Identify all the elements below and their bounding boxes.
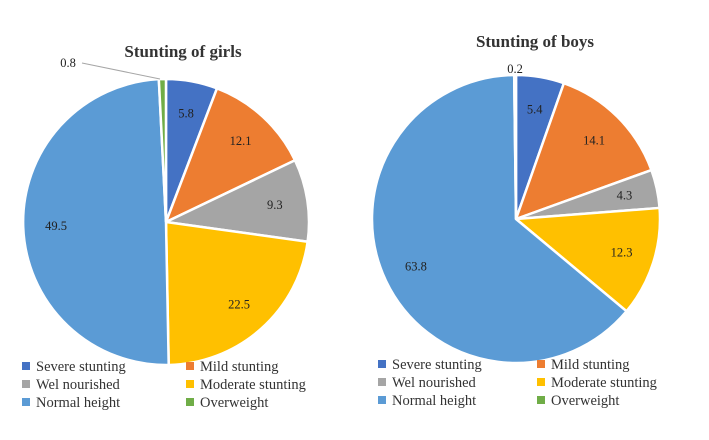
boys-data-label-moderate-stunting: 12.3	[611, 246, 633, 260]
boys-legend-label-overweight: Overweight	[551, 393, 619, 409]
girls-legend-swatch-overweight	[186, 398, 194, 406]
boys-legend-label-severe-stunting: Severe stunting	[392, 357, 482, 373]
boys-chart-title: Stunting of boys	[476, 32, 594, 51]
girls-slice-mild-stunting	[163, 86, 297, 225]
girls-data-label-severe-stunting: 5.8	[178, 107, 194, 121]
boys-slice-mild-stunting	[513, 81, 654, 222]
boys-legend-swatch-moderate-stunting	[537, 378, 545, 386]
girls-leader-line	[81, 62, 161, 80]
girls-pie-slices	[21, 77, 311, 367]
boys-legend-swatch-overweight	[537, 396, 545, 404]
girls-slice-normal-height	[21, 77, 170, 367]
girls-legend-swatch-wel-nourished	[22, 380, 30, 388]
boys-legend-label-wel-nourished: Wel nourished	[392, 375, 477, 391]
girls-pie-chart: Stunting of girls 5.812.19.322.549.50.8 …	[21, 42, 311, 411]
boys-data-label-severe-stunting: 5.4	[527, 103, 543, 117]
boys-data-label-normal-height: 63.8	[405, 260, 427, 274]
girls-legend-swatch-severe-stunting	[22, 362, 30, 370]
girls-data-label-mild-stunting: 12.1	[230, 134, 252, 148]
girls-legend: Severe stunting Mild stunting Wel nourishe…	[22, 359, 306, 411]
boys-slice-overweight	[512, 73, 518, 220]
boys-legend-swatch-mild-stunting	[537, 360, 545, 368]
girls-slice-moderate-stunting	[164, 220, 310, 367]
boys-data-label-mild-stunting: 14.1	[583, 133, 605, 147]
boys-slice-normal-height	[370, 73, 629, 365]
boys-legend-label-mild-stunting: Mild stunting	[551, 357, 630, 373]
girls-data-label-normal-height: 49.5	[45, 219, 67, 233]
boys-legend-label-normal-height: Normal height	[392, 393, 476, 409]
boys-legend-label-moderate-stunting: Moderate stunting	[551, 375, 657, 391]
girls-legend-label-wel-nourished: Wel nourished	[36, 377, 121, 393]
girls-slice-wel-nourished	[161, 158, 311, 244]
girls-legend-swatch-normal-height	[22, 398, 30, 406]
boys-data-labels: 5.4 14.1 4.3 12.3 63.8 0.2	[405, 62, 633, 274]
boys-legend-swatch-normal-height	[378, 396, 386, 404]
boys-pie-chart: Stunting of boys 5.4 14.1 4.3 12.3 63.8 0.2 S…	[370, 32, 662, 409]
girls-legend-swatch-mild-stunting	[186, 362, 194, 370]
boys-pie-slices	[370, 73, 662, 365]
girls-chart-title: Stunting of girls	[124, 42, 242, 61]
girls-data-label-overweight: 0.8	[60, 56, 76, 70]
girls-legend-label-overweight: Overweight	[200, 395, 268, 411]
girls-legend-label-mild-stunting: Mild stunting	[200, 359, 279, 375]
boys-data-label-overweight: 0.2	[507, 62, 523, 76]
boys-legend: Severe stunting Mild stunting Wel nourishe…	[378, 357, 657, 409]
boys-slice-moderate-stunting	[512, 206, 662, 313]
girls-data-labels: 5.8 12.1 9.3 22.5 49.5 0.8	[45, 56, 283, 311]
girls-legend-swatch-moderate-stunting	[186, 380, 194, 388]
girls-data-label-wel-nourished: 9.3	[267, 198, 283, 212]
girls-legend-label-moderate-stunting: Moderate stunting	[200, 377, 306, 393]
boys-legend-swatch-severe-stunting	[378, 360, 386, 368]
girls-legend-label-normal-height: Normal height	[36, 395, 120, 411]
girls-legend-label-severe-stunting: Severe stunting	[36, 359, 126, 375]
boys-legend-swatch-wel-nourished	[378, 378, 386, 386]
boys-data-label-wel-nourished: 4.3	[617, 189, 633, 203]
girls-data-label-moderate-stunting: 22.5	[228, 297, 250, 311]
